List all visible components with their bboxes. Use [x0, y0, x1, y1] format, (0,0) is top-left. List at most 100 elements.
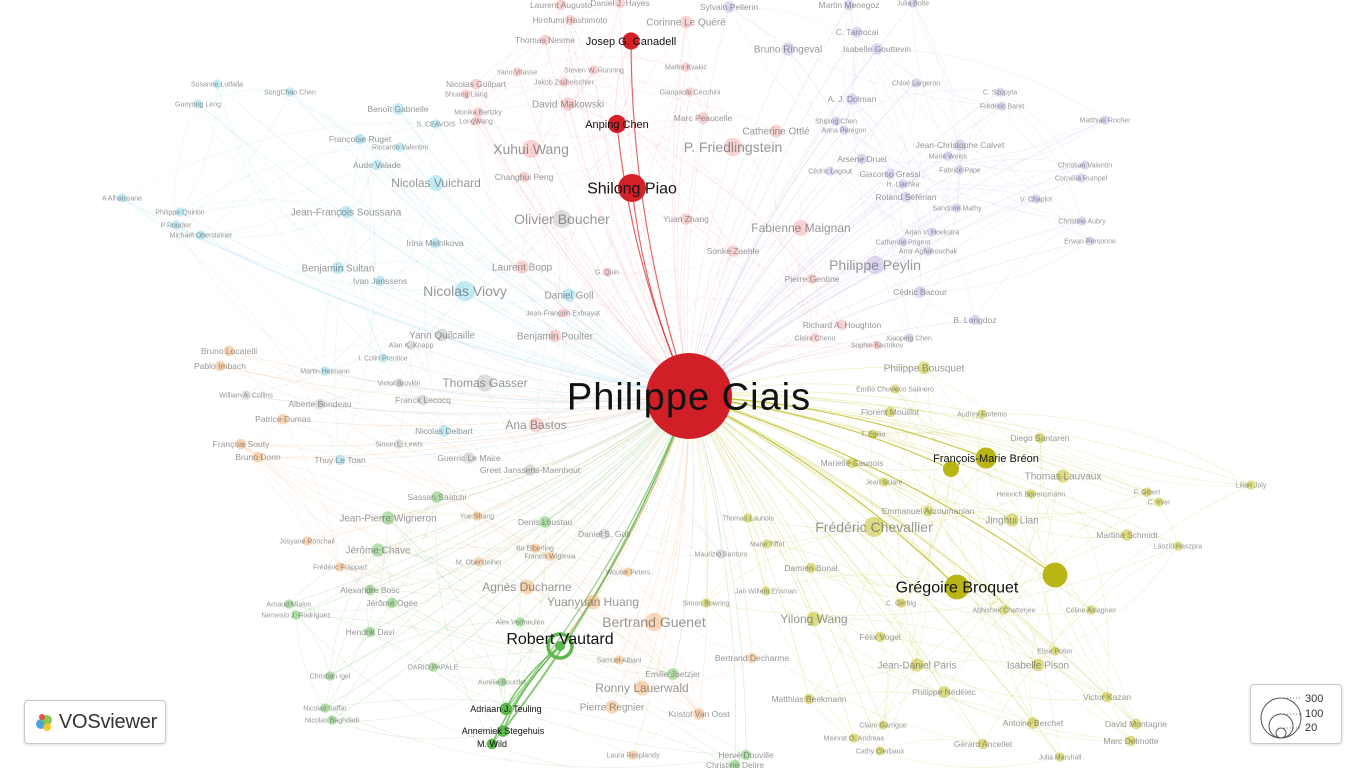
author-node[interactable]	[723, 1, 735, 13]
author-node[interactable]	[371, 159, 383, 171]
author-node[interactable]	[438, 425, 450, 437]
author-node[interactable]	[922, 505, 934, 517]
author-node[interactable]	[1154, 497, 1164, 507]
author-node[interactable]	[680, 213, 692, 225]
author-node[interactable]	[910, 658, 924, 672]
author-node[interactable]	[614, 655, 624, 665]
author-node[interactable]	[545, 551, 555, 561]
author-node[interactable]	[803, 693, 815, 705]
author-node[interactable]	[1246, 480, 1256, 490]
author-node[interactable]	[354, 133, 366, 145]
author-node[interactable]	[461, 89, 471, 99]
author-node[interactable]	[193, 99, 203, 109]
author-node[interactable]	[846, 457, 858, 469]
author-node[interactable]	[879, 477, 889, 487]
author-node[interactable]	[944, 574, 970, 600]
author-node[interactable]	[1101, 691, 1113, 703]
author-node[interactable]	[904, 333, 914, 343]
author-node[interactable]	[394, 439, 404, 449]
author-node[interactable]	[746, 652, 758, 664]
author-node[interactable]	[681, 62, 691, 72]
author-node[interactable]	[995, 87, 1005, 97]
author-node[interactable]	[1077, 216, 1087, 226]
author-node[interactable]	[914, 286, 926, 298]
author-node[interactable]	[617, 173, 647, 203]
author-node[interactable]	[701, 598, 711, 608]
author-node[interactable]	[214, 360, 226, 372]
author-node[interactable]	[598, 528, 610, 540]
author-node[interactable]	[863, 516, 885, 538]
author-node[interactable]	[1055, 752, 1065, 762]
author-node[interactable]	[938, 686, 950, 698]
author-node[interactable]	[716, 549, 726, 559]
author-node[interactable]	[697, 112, 709, 124]
author-node[interactable]	[364, 626, 376, 638]
author-node[interactable]	[872, 340, 882, 350]
author-node[interactable]	[1173, 541, 1183, 551]
author-node[interactable]	[806, 611, 822, 627]
author-node[interactable]	[325, 671, 335, 681]
author-node[interactable]	[952, 203, 962, 213]
author-node[interactable]	[291, 610, 301, 620]
author-node[interactable]	[856, 153, 868, 165]
author-node[interactable]	[386, 597, 398, 609]
author-node[interactable]	[851, 26, 863, 38]
author-node[interactable]	[846, 93, 858, 105]
author-node[interactable]	[417, 394, 429, 406]
author-node[interactable]	[727, 245, 739, 257]
author-node[interactable]	[810, 333, 820, 343]
author-node[interactable]	[679, 15, 693, 29]
author-node[interactable]	[285, 87, 295, 97]
author-node[interactable]	[1026, 489, 1036, 499]
author-node[interactable]	[429, 237, 441, 249]
author-node[interactable]	[252, 451, 264, 463]
author-node[interactable]	[792, 219, 810, 237]
author-node[interactable]	[427, 174, 445, 192]
author-node[interactable]	[685, 87, 695, 97]
author-node[interactable]	[548, 329, 562, 343]
author-node[interactable]	[806, 273, 818, 285]
author-node[interactable]	[406, 340, 416, 350]
author-node[interactable]	[923, 246, 933, 256]
author-node[interactable]	[471, 116, 481, 126]
author-node[interactable]	[499, 702, 513, 716]
author-node[interactable]	[1031, 194, 1041, 204]
author-node[interactable]	[646, 353, 732, 439]
author-node[interactable]	[602, 267, 612, 277]
author-node[interactable]	[585, 594, 601, 610]
author-node[interactable]	[622, 32, 640, 50]
author-node[interactable]	[667, 668, 679, 680]
author-node[interactable]	[117, 193, 127, 203]
author-node[interactable]	[1100, 115, 1110, 125]
author-node[interactable]	[634, 680, 650, 696]
author-node[interactable]	[561, 97, 575, 111]
author-node-core[interactable]	[555, 641, 565, 651]
author-node[interactable]	[552, 209, 572, 229]
author-node[interactable]	[435, 328, 449, 342]
author-node[interactable]	[539, 34, 551, 46]
author-node[interactable]	[521, 139, 541, 159]
author-node[interactable]	[729, 759, 741, 768]
author-node[interactable]	[1034, 432, 1046, 444]
author-node[interactable]	[723, 137, 743, 157]
author-node[interactable]	[927, 227, 937, 237]
author-node[interactable]	[1125, 735, 1137, 747]
author-node[interactable]	[1142, 487, 1152, 497]
author-node[interactable]	[175, 207, 185, 217]
author-node[interactable]	[975, 447, 997, 469]
author-node[interactable]	[898, 237, 908, 247]
author-node[interactable]	[241, 390, 251, 400]
author-node[interactable]	[805, 562, 817, 574]
author-node[interactable]	[284, 599, 294, 609]
author-node[interactable]	[518, 171, 530, 183]
author-node[interactable]	[955, 165, 965, 175]
author-node[interactable]	[954, 139, 966, 151]
author-node[interactable]	[371, 543, 385, 557]
author-node[interactable]	[781, 42, 795, 56]
author-node[interactable]	[769, 124, 783, 138]
author-node[interactable]	[871, 43, 883, 55]
author-node[interactable]	[470, 78, 482, 90]
author-node[interactable]	[472, 511, 482, 521]
author-node[interactable]	[839, 125, 849, 135]
